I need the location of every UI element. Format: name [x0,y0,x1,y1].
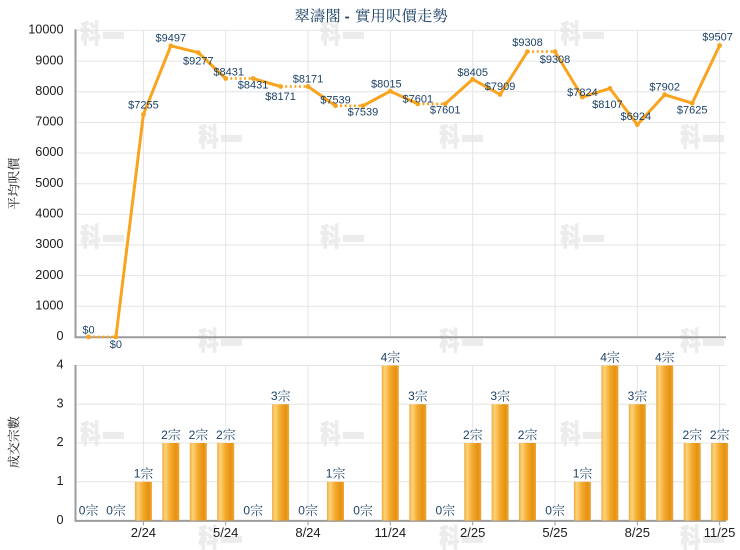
svg-text:1: 1 [134,467,141,481]
svg-text:$7539: $7539 [320,95,351,107]
svg-text:$9308: $9308 [540,54,571,66]
svg-text:5/25: 5/25 [542,525,567,540]
svg-text:6000: 6000 [35,145,63,159]
svg-text:$6924: $6924 [621,111,652,123]
svg-text:10000: 10000 [28,23,63,37]
svg-text:0: 0 [56,513,63,527]
svg-text:1000: 1000 [35,299,63,313]
svg-text:3: 3 [408,389,415,403]
svg-text:$9308: $9308 [512,37,543,49]
svg-text:1: 1 [326,467,333,481]
svg-text:2: 2 [161,428,168,442]
svg-text:5/24: 5/24 [213,525,238,540]
svg-text:$7539: $7539 [348,106,379,118]
svg-text:$9507: $9507 [702,32,733,44]
svg-text:2: 2 [189,428,196,442]
svg-text:8000: 8000 [35,84,63,98]
svg-text:11/24: 11/24 [375,525,407,540]
svg-text:$8107: $8107 [592,99,623,111]
svg-text:2: 2 [710,428,717,442]
svg-text:0: 0 [243,504,250,518]
svg-text:$8171: $8171 [265,91,296,103]
svg-text:7000: 7000 [35,115,63,129]
svg-text:11/25: 11/25 [704,525,736,540]
svg-text:1: 1 [56,474,63,488]
svg-text:$7625: $7625 [677,104,708,116]
svg-text:4000: 4000 [35,207,63,221]
svg-text:$7255: $7255 [128,99,159,111]
svg-text:$8431: $8431 [213,66,244,78]
svg-text:$8431: $8431 [238,79,269,91]
svg-text:2: 2 [56,435,63,449]
svg-text:3: 3 [271,389,278,403]
svg-text:3: 3 [490,389,497,403]
svg-text:3: 3 [56,397,63,411]
svg-text:4: 4 [56,358,63,372]
svg-text:$8171: $8171 [293,74,324,86]
svg-text:2: 2 [683,428,690,442]
svg-text:5000: 5000 [35,176,63,190]
svg-text:8/24: 8/24 [295,525,320,540]
svg-text:3000: 3000 [35,237,63,251]
svg-text:$8015: $8015 [371,79,402,91]
svg-text:$0: $0 [110,339,122,351]
svg-text:$0: $0 [82,324,94,336]
svg-text:8/25: 8/25 [625,525,650,540]
svg-text:0: 0 [56,329,63,343]
svg-text:$9277: $9277 [183,56,214,68]
svg-text:0: 0 [298,504,305,518]
svg-text:4: 4 [655,350,662,364]
svg-text:0: 0 [436,504,443,518]
svg-text:2000: 2000 [35,268,63,282]
svg-text:$7909: $7909 [485,81,516,93]
svg-text:0: 0 [79,504,86,518]
svg-text:2: 2 [463,428,470,442]
svg-text:2: 2 [518,428,525,442]
svg-text:2/25: 2/25 [460,525,485,540]
svg-text:0: 0 [106,504,113,518]
svg-text:4: 4 [600,350,607,364]
svg-text:3: 3 [628,389,635,403]
svg-text:$7601: $7601 [403,94,434,106]
svg-text:2: 2 [216,428,223,442]
svg-text:$7601: $7601 [430,104,461,116]
svg-text:9000: 9000 [35,53,63,67]
svg-text:4: 4 [381,350,388,364]
svg-text:$7902: $7902 [649,82,680,94]
svg-text:$7824: $7824 [567,87,598,99]
svg-text:0: 0 [545,504,552,518]
svg-text:2/24: 2/24 [131,525,156,540]
svg-text:1: 1 [573,467,580,481]
svg-text:$8405: $8405 [457,67,488,79]
svg-text:0: 0 [353,504,360,518]
svg-text:$9497: $9497 [156,32,187,44]
